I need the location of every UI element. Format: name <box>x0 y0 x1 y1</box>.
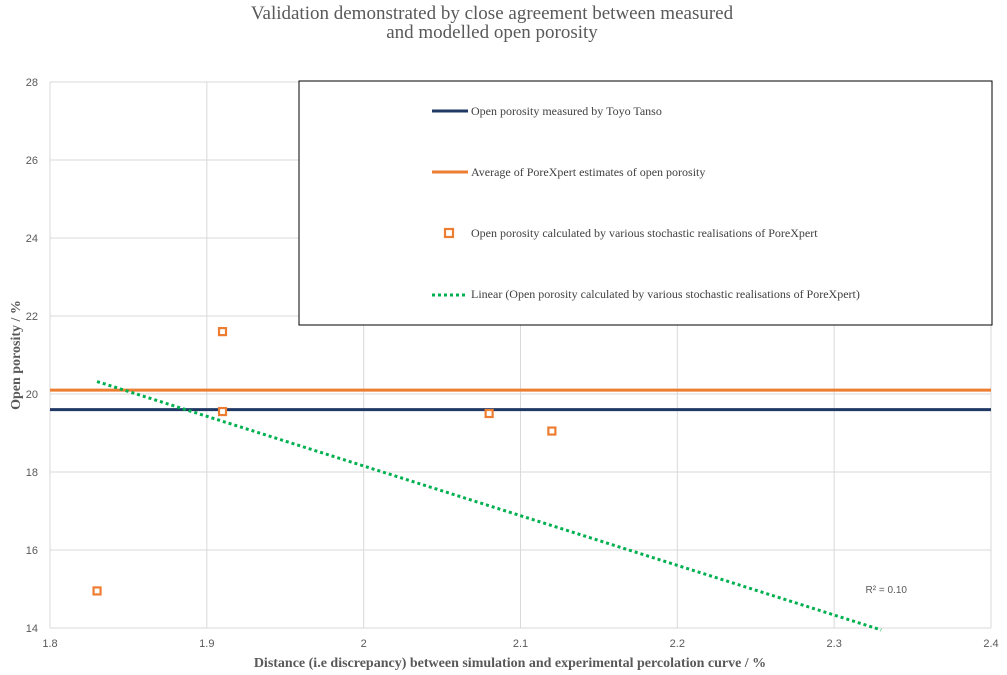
x-tick-label: 2.4 <box>983 638 998 650</box>
r-squared-annotation: R² = 0.10 <box>866 585 908 596</box>
legend-label-average: Average of PoreXpert estimates of open p… <box>471 165 705 179</box>
legend-label-measured: Open porosity measured by Toyo Tanso <box>471 104 662 118</box>
x-tick-label: 1.9 <box>199 638 214 650</box>
legend-label-trendline: Linear (Open porosity calculated by vari… <box>471 287 860 301</box>
x-tick-label: 2.2 <box>670 638 685 650</box>
legend-swatch-points <box>443 227 455 239</box>
y-tick-label: 16 <box>26 545 38 557</box>
data-point <box>217 406 228 417</box>
y-axis-title: Open porosity / % <box>9 300 24 410</box>
y-tick-label: 14 <box>26 623 38 635</box>
data-point <box>484 408 494 419</box>
x-tick-label: 2 <box>361 638 367 650</box>
y-tick-label: 22 <box>26 311 38 323</box>
y-tick-label: 18 <box>26 467 38 479</box>
linear-trendline <box>96 380 882 632</box>
tick-labels: 14 16 18 20 22 24 26 28 1.8 1.9 2 2.1 2.2 2.3 2.4 <box>26 77 999 650</box>
legend-box <box>298 80 993 326</box>
x-tick-label: 2.1 <box>513 638 528 650</box>
y-tick-label: 20 <box>26 389 38 401</box>
data-point <box>92 586 102 596</box>
data-point <box>547 426 557 436</box>
legend: Open porosity measured by Toyo Tanso Ave… <box>298 80 993 326</box>
y-tick-label: 26 <box>26 155 38 167</box>
x-tick-label: 2.3 <box>827 638 842 650</box>
data-point <box>217 327 228 337</box>
y-tick-label: 24 <box>26 233 38 245</box>
chart-title-line-1: Validation demonstrated by close agreeme… <box>251 3 734 24</box>
x-tick-label: 1.8 <box>42 638 57 650</box>
chart-title-line-2: and modelled open porosity <box>386 22 598 43</box>
y-tick-label: 28 <box>26 77 38 89</box>
scatter-points <box>92 327 557 596</box>
legend-label-points: Open porosity calculated by various stoc… <box>471 226 818 240</box>
x-axis-title: Distance (i.e discrepancy) between simul… <box>254 656 766 671</box>
series-lines <box>50 380 991 632</box>
